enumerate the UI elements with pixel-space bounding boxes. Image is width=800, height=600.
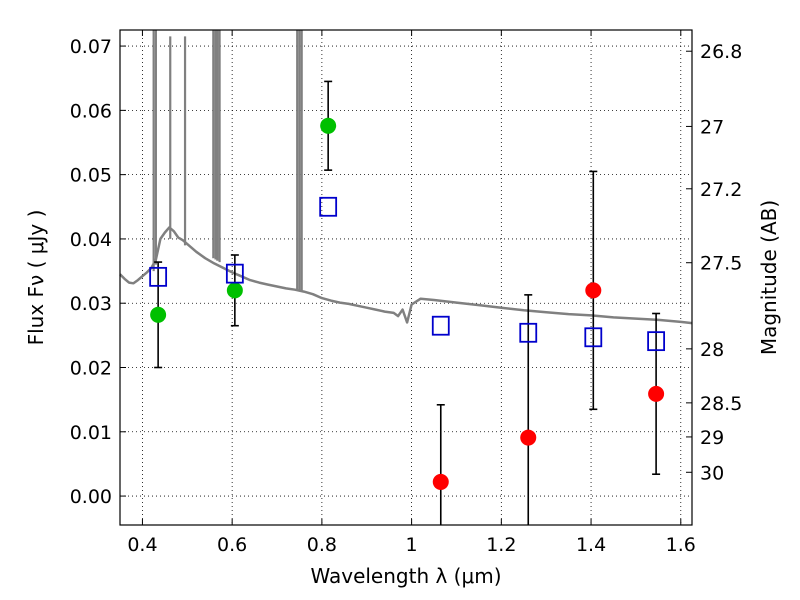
data-markers xyxy=(149,117,666,490)
right-tick-label: 27 xyxy=(700,116,724,138)
x-tick-label: 1.4 xyxy=(576,534,606,556)
data-point-circle xyxy=(150,306,167,323)
x-tick-label: 0.4 xyxy=(127,534,157,556)
x-axis-label: Wavelength λ (μm) xyxy=(310,564,501,588)
data-point-square xyxy=(225,263,244,284)
right-tick-label: 27.5 xyxy=(700,253,742,275)
y-tick-label: 0.01 xyxy=(70,422,112,444)
y-tick-label: 0.00 xyxy=(70,486,112,508)
data-point-circle xyxy=(648,385,665,402)
data-point-square xyxy=(647,331,666,352)
y-tick-label: 0.02 xyxy=(70,358,112,380)
grid xyxy=(120,30,692,525)
y-tick-label: 0.03 xyxy=(70,293,112,315)
y-tick-label: 0.05 xyxy=(70,165,112,187)
right-tick-label: 28 xyxy=(700,339,724,361)
x-tick-label: 0.6 xyxy=(217,534,247,556)
x-tick-label: 1 xyxy=(406,534,418,556)
spectrum-line xyxy=(119,226,693,325)
y-tick-label: 0.07 xyxy=(70,36,112,58)
data-point-square xyxy=(319,196,338,217)
right-tick-label: 30 xyxy=(700,462,724,484)
data-point-circle xyxy=(585,282,602,299)
right-tick-label: 28.5 xyxy=(700,393,742,415)
axis-ticks: 0.4 0.6 0.8 1 1.2 1.4 1.6 0.00 0.01 0.02 0.03 0.04 0… xyxy=(70,30,742,556)
data-point-square xyxy=(584,327,603,348)
y-tick-label: 0.04 xyxy=(70,229,112,251)
x-tick-label: 1.6 xyxy=(666,534,696,556)
data-point-circle xyxy=(520,429,537,446)
data-point-circle xyxy=(432,473,449,490)
data-point-square xyxy=(519,322,538,343)
right-tick-label: 26.8 xyxy=(700,41,742,63)
right-tick-label: 29 xyxy=(700,427,724,449)
y-axis-label: Flux Fν ( μJy ) xyxy=(24,210,48,346)
x-tick-label: 0.8 xyxy=(307,534,337,556)
data-point-circle xyxy=(320,117,337,134)
x-tick-label: 1.2 xyxy=(486,534,516,556)
plot-frame xyxy=(119,29,693,526)
y-tick-label: 0.06 xyxy=(70,100,112,122)
data-point-circle xyxy=(226,282,243,299)
right-axis-label: Magnitude (AB) xyxy=(757,200,781,355)
data-point-square xyxy=(431,315,450,336)
data-point-square xyxy=(149,266,168,287)
model-spectrum xyxy=(119,30,693,325)
right-tick-label: 27.2 xyxy=(700,179,742,201)
